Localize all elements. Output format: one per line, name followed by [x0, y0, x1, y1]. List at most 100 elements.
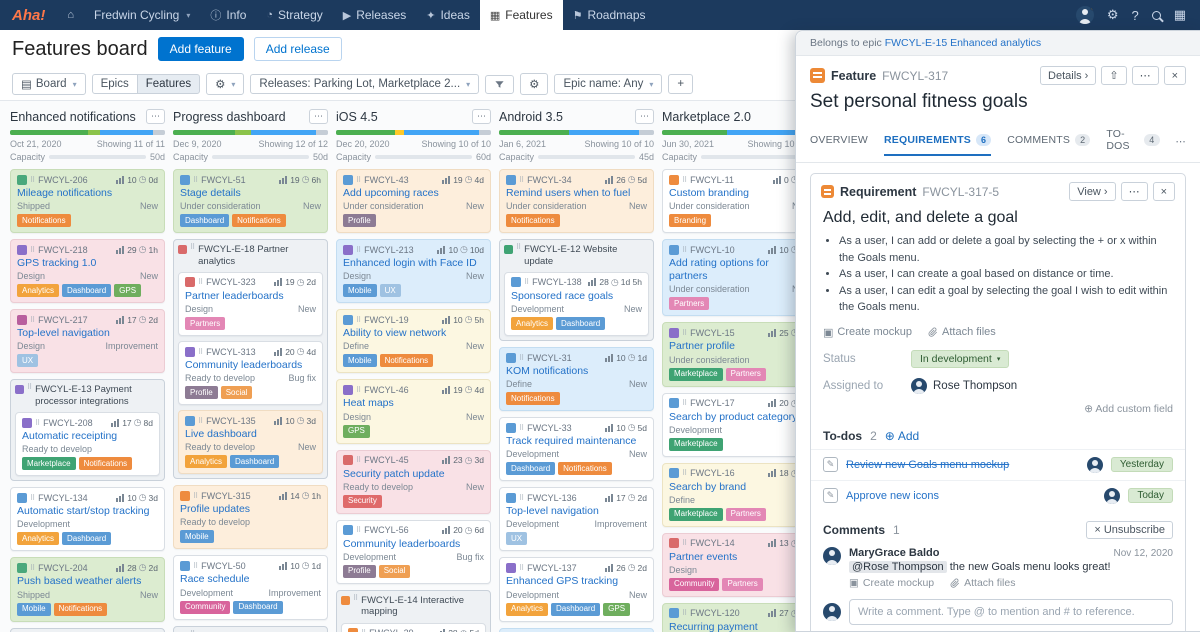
- feature-card[interactable]: ⠿ FWCYL-46 19 ◷ 4d Heat maps Design New GPS: [336, 379, 491, 444]
- features-toggle-button[interactable]: Features: [136, 74, 201, 94]
- card-title[interactable]: Enhanced GPS tracking: [506, 575, 619, 588]
- todo-title[interactable]: Review new Goals menu mockup: [846, 458, 1010, 471]
- feature-card[interactable]: ⠿ FWCYL-34 26 ◷ 5d Remind users when to fuel U…: [499, 169, 654, 234]
- apps-icon[interactable]: ▦: [1173, 7, 1186, 22]
- feature-card[interactable]: ⠿ FWCYL-138 28 ◷ 1d 5h Sponsored race goals De…: [504, 271, 649, 337]
- feature-card[interactable]: ⠿ FWCYL-45 23 ◷ 3d Security patch update Ready…: [336, 449, 491, 514]
- drawer-tab-comments[interactable]: COMMENTS 2: [1007, 127, 1091, 156]
- feature-card[interactable]: ⠿ FWCYL-315 14 ◷ 1h Profile updates Ready to d…: [173, 485, 328, 550]
- close-drawer-button[interactable]: ×: [1163, 66, 1186, 85]
- feature-card[interactable]: ⠿ FWCYL-218 29 ◷ 1h GPS tracking 1.0 Design New…: [10, 239, 165, 304]
- card-title[interactable]: Top-level navigation: [506, 505, 599, 518]
- card-title[interactable]: Live dashboard: [185, 428, 257, 441]
- tag[interactable]: UX: [17, 354, 39, 368]
- tag[interactable]: Mobile: [343, 354, 377, 368]
- home-button[interactable]: ⌂: [57, 0, 84, 30]
- card-title[interactable]: Race schedule: [180, 573, 250, 586]
- feature-card[interactable]: ⠿ FWCYL-43 19 ◷ 4d Add upcoming races Under co…: [336, 169, 491, 234]
- epic-card[interactable]: ⠿FWCYL-E-15 Enhanced analytics⠿FWCYL-317…: [173, 625, 328, 632]
- card-title[interactable]: Search by brand: [669, 480, 747, 493]
- tab-strategy[interactable]: ◔ Strategy: [256, 0, 332, 30]
- tag[interactable]: Notifications: [232, 214, 286, 228]
- card-title[interactable]: Remind users when to fuel: [506, 187, 631, 199]
- tag[interactable]: Notifications: [17, 214, 71, 228]
- view-requirement-button[interactable]: View ›: [1069, 182, 1116, 201]
- card-title[interactable]: Partner events: [669, 550, 738, 563]
- board-view-selector[interactable]: ▤ Board ▾: [12, 73, 86, 95]
- tag[interactable]: Analytics: [511, 317, 554, 331]
- card-title[interactable]: Top-level navigation: [17, 327, 110, 340]
- feature-card[interactable]: ⠿ FWCYL-323 19 ◷ 2d Partner leaderboards Desig…: [178, 271, 323, 337]
- feature-card[interactable]: ⠿ FWCYL-56 20 ◷ 6d Community leaderboards Deve…: [336, 519, 491, 584]
- aha-logo[interactable]: Aha!: [12, 6, 46, 24]
- comment-input[interactable]: [849, 598, 1173, 625]
- tag[interactable]: Notifications: [379, 354, 434, 368]
- feature-card[interactable]: ⠿FWCYL-2928◷5dPost local meetupsDevelopm…: [341, 622, 486, 632]
- tag[interactable]: Analytics: [17, 284, 60, 298]
- add-todo-button[interactable]: ⊕ Add: [884, 428, 920, 443]
- card-title[interactable]: Profile updates: [180, 503, 251, 516]
- releases-filter[interactable]: Releases: Parking Lot, Marketplace 2... …: [250, 74, 480, 94]
- tag[interactable]: Dashboard: [506, 462, 556, 476]
- workspace-selector[interactable]: Fredwin Cycling ▾: [84, 0, 200, 30]
- tag[interactable]: Dashboard: [180, 214, 230, 228]
- card-title[interactable]: Heat maps: [343, 397, 394, 410]
- card-title[interactable]: Enhanced login with Face ID: [343, 257, 477, 270]
- more-tabs-button[interactable]: ⋯: [1175, 135, 1187, 148]
- tag[interactable]: Dashboard: [556, 317, 606, 331]
- tab-ideas[interactable]: ✦ Ideas: [416, 0, 480, 30]
- card-title[interactable]: Add rating options for partners: [669, 257, 769, 283]
- tag[interactable]: Marketplace: [669, 507, 723, 521]
- tab-features[interactable]: ▦ Features: [479, 0, 563, 30]
- share-button[interactable]: ⇧: [1101, 66, 1127, 85]
- card-title[interactable]: Sponsored race goals: [511, 289, 614, 302]
- todo-item[interactable]: ✎ Review new Goals menu mockup Yesterday: [811, 448, 1185, 480]
- epic-card[interactable]: ⠿FWCYL-E-14 Interactive mapping⠿FWCYL-29…: [336, 589, 491, 632]
- assignee[interactable]: Rose Thompson: [911, 377, 1017, 394]
- tag[interactable]: Notifications: [506, 392, 560, 406]
- card-title[interactable]: Add upcoming races: [343, 187, 439, 199]
- feature-card[interactable]: ⠿ FWCYL-206 10 ◷ 0d Mileage notifications Ship…: [10, 169, 165, 234]
- card-title[interactable]: Community leaderboards: [185, 359, 303, 372]
- feature-card[interactable]: ⠿ FWCYL-33 10 ◷ 5d Track required maintenance…: [499, 417, 654, 482]
- tag[interactable]: Partners: [669, 297, 710, 311]
- card-title[interactable]: Stage details: [180, 187, 241, 199]
- tag[interactable]: Dashboard: [551, 602, 601, 616]
- epic-card[interactable]: ⠿ FWCYL-E-18 Partner analytics ⠿ FWCYL-323 1…: [173, 239, 328, 480]
- card-title[interactable]: KOM notifications: [506, 365, 589, 378]
- tag[interactable]: Mobile: [17, 602, 51, 616]
- epic-link[interactable]: FWCYL-E-15 Enhanced analytics: [884, 37, 1042, 49]
- tag[interactable]: Notifications: [53, 602, 108, 616]
- unsubscribe-button[interactable]: × Unsubscribe: [1086, 520, 1173, 539]
- column-menu-button[interactable]: ⋯: [146, 109, 165, 124]
- feature-card[interactable]: ⠿ FWCYL-217 17 ◷ 2d Top-level navigation Desig…: [10, 309, 165, 374]
- card-title[interactable]: Automatic receipting: [22, 430, 118, 443]
- tag[interactable]: GPS: [114, 284, 142, 298]
- epics-toggle-button[interactable]: Epics: [91, 74, 138, 94]
- tag[interactable]: Notifications: [558, 462, 612, 476]
- column-menu-button[interactable]: ⋯: [309, 109, 328, 124]
- requirement-close-button[interactable]: ×: [1152, 182, 1175, 201]
- tag[interactable]: Mobile: [180, 530, 214, 544]
- mention[interactable]: @Rose Thompson: [849, 560, 947, 573]
- tag[interactable]: Profile: [343, 214, 376, 228]
- requirement-more-button[interactable]: ⋯: [1120, 182, 1148, 201]
- tag[interactable]: Partners: [725, 367, 766, 381]
- complete-todo-icon[interactable]: ✎: [823, 488, 838, 503]
- drawer-tab-overview[interactable]: OVERVIEW: [810, 134, 869, 146]
- card-title[interactable]: Search by product category: [669, 410, 798, 423]
- tag[interactable]: Marketplace: [669, 367, 723, 381]
- feature-card[interactable]: ⠿ FWCYL-134 10 ◷ 3d Automatic start/stop trac…: [10, 487, 165, 552]
- card-title[interactable]: Track required maintenance: [506, 435, 637, 448]
- tag[interactable]: Marketplace: [669, 437, 723, 451]
- user-avatar[interactable]: [1075, 6, 1094, 24]
- tag[interactable]: Social: [220, 386, 253, 400]
- todo-title[interactable]: Approve new icons: [846, 489, 939, 502]
- add-feature-button[interactable]: Add feature: [157, 37, 244, 61]
- tab-releases[interactable]: ▶ Releases: [333, 0, 417, 30]
